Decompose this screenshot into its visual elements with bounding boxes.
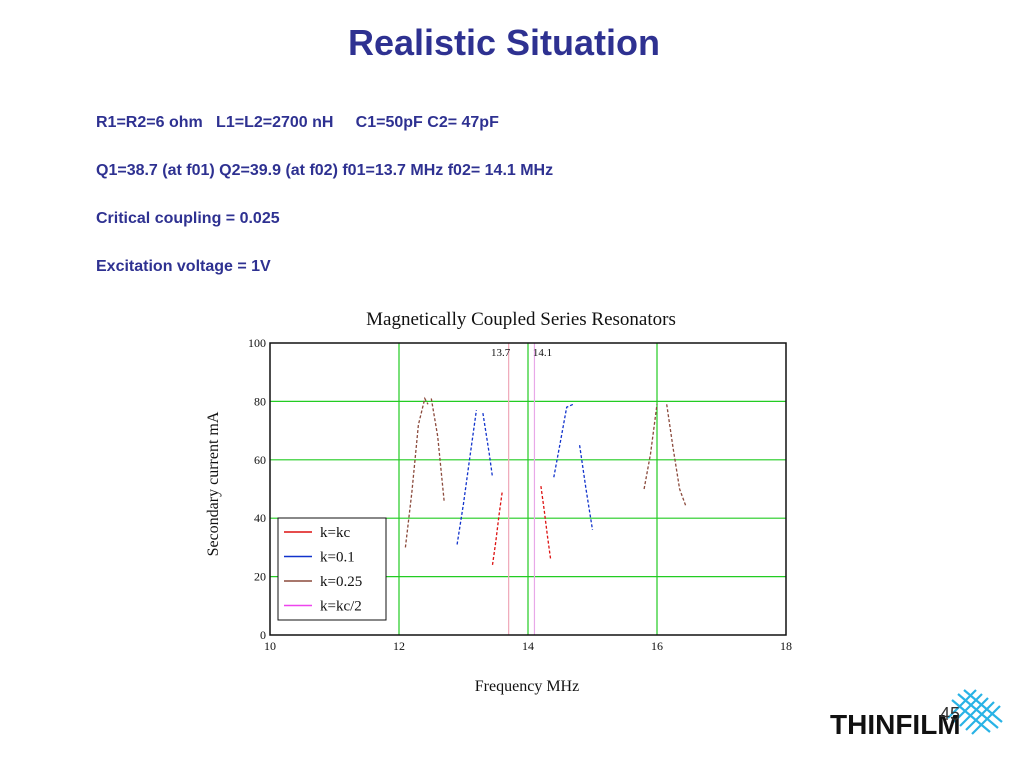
x-tick-label: 18 [780,639,792,653]
y-tick-label: 80 [254,394,266,408]
y-tick-label: 0 [260,628,266,642]
y-tick-label: 60 [254,453,266,467]
legend-label: k=kc [320,525,350,541]
x-axis-label: Frequency MHz [475,678,579,695]
y-tick-label: 100 [248,336,266,350]
legend-label: k=0.1 [320,550,355,566]
x-tick-label: 16 [651,639,663,653]
marker-label: 14.1 [533,347,552,359]
chart-title: Magnetically Coupled Series Resonators [366,309,676,330]
y-axis-label: Secondary current mA [205,411,222,556]
x-tick-label: 12 [393,639,405,653]
legend-label: k=kc/2 [320,599,362,615]
legend-label: k=0.25 [320,574,362,590]
page-number: 45 [940,704,960,725]
y-tick-label: 20 [254,570,266,584]
y-tick-label: 40 [254,511,266,525]
thinfilm-logo: THINFILM [830,688,1020,763]
marker-label: 13.7 [491,347,511,359]
x-tick-label: 14 [522,639,534,653]
